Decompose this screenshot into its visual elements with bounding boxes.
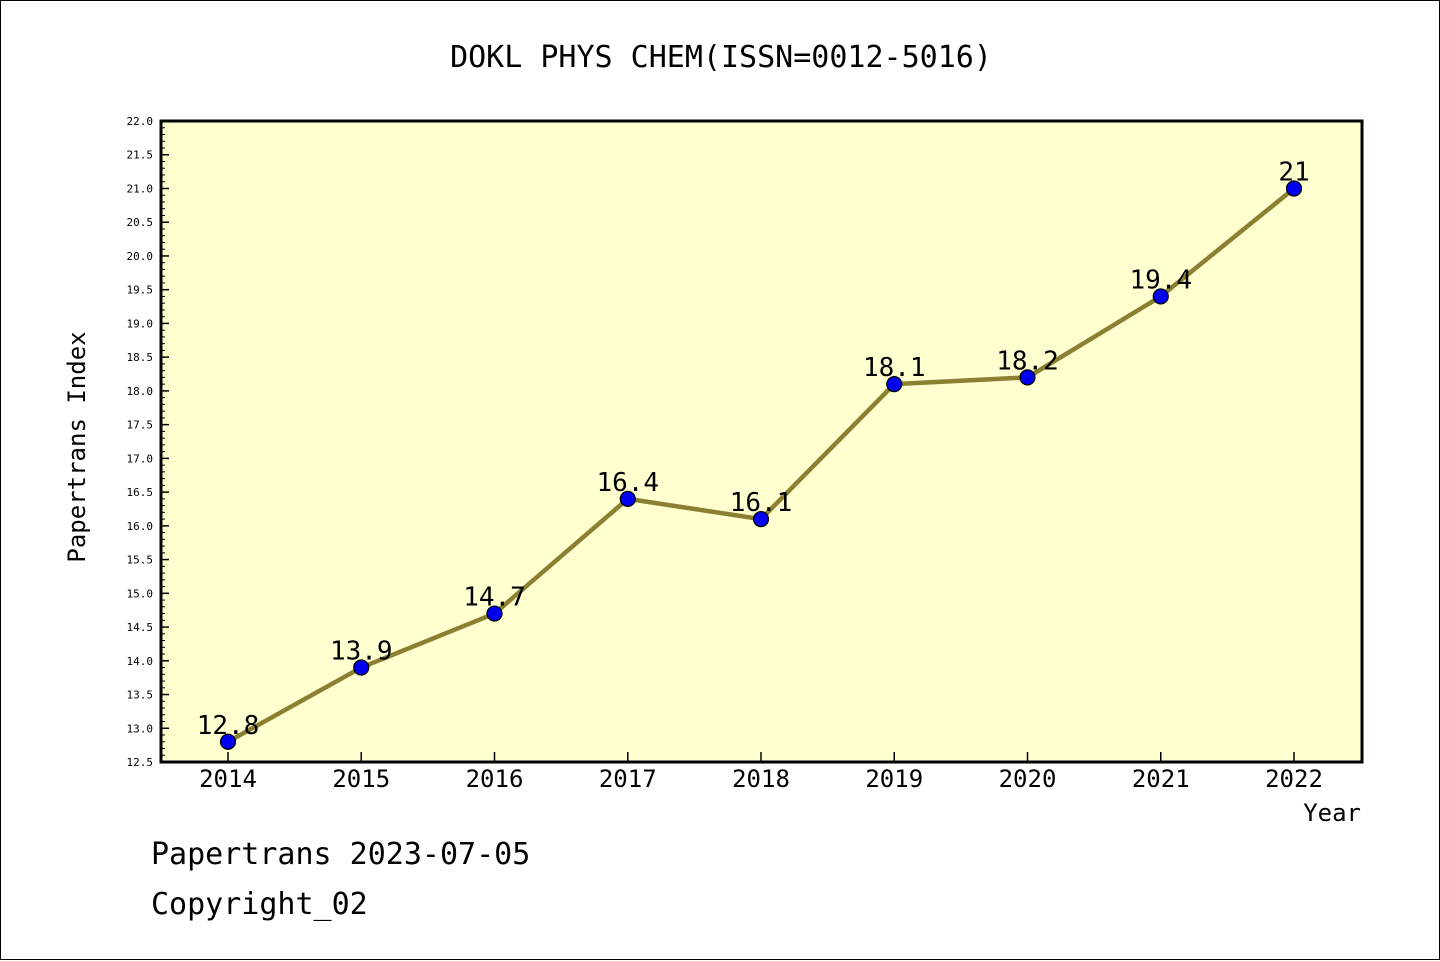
data-point	[219, 733, 237, 750]
chart-title: DOKL PHYS CHEM(ISSN=0012-5016)	[450, 40, 992, 75]
y-tick-label: 13.0	[127, 722, 154, 735]
y-tick-label: 20.0	[127, 250, 154, 263]
y-tick-label: 14.5	[127, 621, 154, 634]
x-tick-label: 2014	[199, 765, 257, 793]
x-axis: 2014 2015 2016 2017 2018 2019 2020 2021 2022	[199, 752, 1323, 793]
data-point	[1285, 180, 1303, 197]
y-tick-label: 20.5	[127, 216, 154, 229]
x-tick-label: 2016	[466, 765, 524, 793]
y-axis: 12.5 13.0 13.5 14.0 14.5 15.0 15.5 16.0 16.5 17.0…	[127, 115, 169, 769]
markers-group	[219, 180, 1303, 750]
data-point	[486, 605, 503, 622]
x-tick-label: 2020	[999, 765, 1057, 793]
data-label: 16.1	[730, 488, 793, 518]
x-tick-label: 2019	[865, 765, 923, 793]
data-label: 13.9	[330, 637, 393, 667]
x-tick-label: 2018	[732, 765, 790, 793]
data-label: 21	[1278, 157, 1309, 187]
data-point	[353, 659, 370, 676]
footer-copyright: Copyright_02	[151, 887, 368, 922]
plot-area	[159, 119, 1364, 764]
y-tick-label: 17.0	[127, 452, 154, 465]
y-tick-label: 14.0	[127, 655, 154, 668]
footer-date: Papertrans 2023-07-05	[151, 837, 531, 872]
x-tick-label: 2017	[599, 765, 657, 793]
y-tick-label: 18.5	[127, 351, 154, 364]
y-tick-label: 15.5	[127, 554, 154, 567]
data-label: 19.4	[1129, 265, 1192, 295]
data-point	[752, 510, 770, 528]
y-tick-label: 17.5	[127, 419, 154, 432]
data-label: 14.7	[463, 583, 526, 613]
y-tick-label: 19.5	[127, 284, 154, 297]
data-point	[886, 376, 903, 393]
y-tick-label: 15.0	[127, 587, 154, 600]
x-tick-label: 2015	[332, 765, 390, 793]
y-tick-label: 18.0	[127, 385, 154, 398]
x-tick-label: 2022	[1265, 765, 1323, 793]
data-label: 18.2	[996, 346, 1059, 376]
y-axis-label: Papertrans Index	[63, 331, 91, 562]
y-tick-label: 21.5	[127, 149, 154, 162]
data-point	[619, 490, 636, 507]
y-tick-label: 16.5	[127, 486, 154, 499]
data-point	[1152, 288, 1169, 305]
data-label: 16.4	[596, 468, 659, 498]
y-tick-label: 13.5	[127, 689, 154, 702]
y-tick-label: 16.0	[127, 520, 154, 533]
data-label: 12.8	[197, 711, 260, 741]
x-axis-label: Year	[1303, 799, 1361, 827]
y-tick-label: 22.0	[127, 115, 154, 128]
data-labels-group: 12.8 13.9 14.7 16.4 16.1 18.1 18.2 19.4 21	[197, 157, 1310, 740]
x-tick-label: 2021	[1132, 765, 1190, 793]
y-tick-label: 21.0	[127, 182, 154, 195]
data-point	[1019, 369, 1036, 386]
y-tick-label: 12.5	[127, 756, 154, 769]
y-tick-label: 19.0	[127, 317, 154, 330]
data-label: 18.1	[863, 353, 926, 383]
